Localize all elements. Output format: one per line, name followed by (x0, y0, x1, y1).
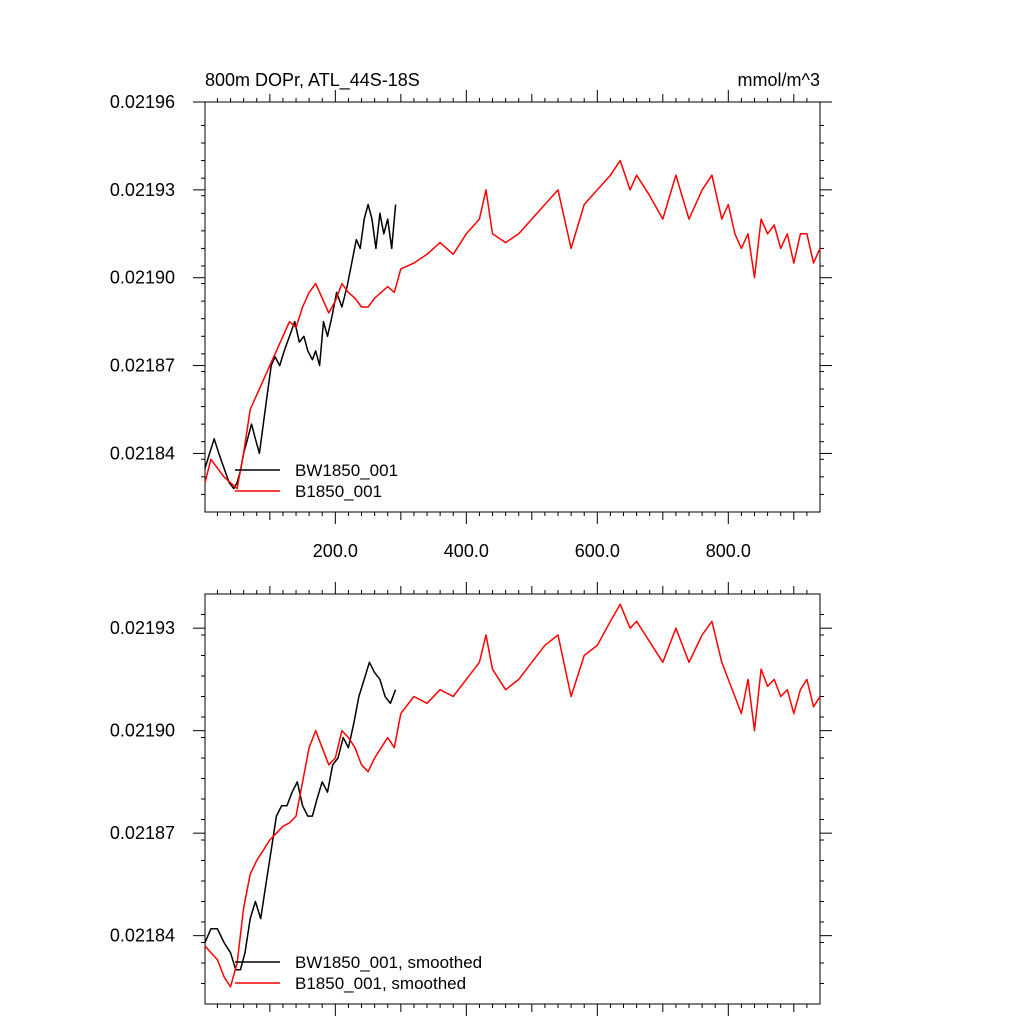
top-legend: BW1850_001 B1850_001 (235, 461, 398, 501)
series-line-1 (204, 159, 821, 490)
series-line-0 (204, 203, 397, 490)
legend-label-b1850: B1850_001 (295, 482, 382, 501)
y-tick-label: 0.02184 (110, 443, 175, 463)
top-series (204, 159, 821, 490)
y-tick-label: 0.02184 (110, 926, 175, 946)
series-line-1 (204, 603, 821, 988)
bottom-plot-frame (204, 593, 821, 1005)
y-tick-label: 0.02187 (110, 823, 175, 843)
series-line-0 (204, 661, 397, 971)
bottom-legend: BW1850_001, smoothed B1850_001, smoothed (235, 953, 482, 993)
x-tick-label: 200.0 (313, 541, 358, 561)
legend-label-bw1850: BW1850_001 (295, 461, 398, 480)
y-tick-label: 0.02190 (110, 268, 175, 288)
bottom-panel: 0.02184 0.02187 0.02190 0.02193 BW1850_001,… (110, 582, 832, 1016)
bottom-series (204, 603, 821, 988)
top-panel: 800m DOPr, ATL_44S-18S mmol/m^3 200.0 400… (110, 70, 832, 561)
legend-label-bw1850-smoothed: BW1850_001, smoothed (295, 953, 482, 972)
y-tick-label: 0.02187 (110, 356, 175, 376)
y-tick-label: 0.02196 (110, 92, 175, 112)
y-tick-label: 0.02193 (110, 180, 175, 200)
top-ticks: 200.0 400.0 600.0 800.0 0.02184 0.02187 0.0219… (110, 90, 832, 561)
bottom-ticks: 0.02184 0.02187 0.02190 0.02193 (110, 582, 832, 1016)
legend-label-b1850-smoothed: B1850_001, smoothed (295, 974, 466, 993)
x-tick-label: 400.0 (444, 541, 489, 561)
y-tick-label: 0.02193 (110, 618, 175, 638)
chart-title: 800m DOPr, ATL_44S-18S (205, 70, 420, 91)
y-tick-label: 0.02190 (110, 721, 175, 741)
x-tick-label: 800.0 (706, 541, 751, 561)
units-label: mmol/m^3 (738, 70, 820, 90)
x-tick-label: 600.0 (575, 541, 620, 561)
top-plot-frame (204, 101, 821, 513)
